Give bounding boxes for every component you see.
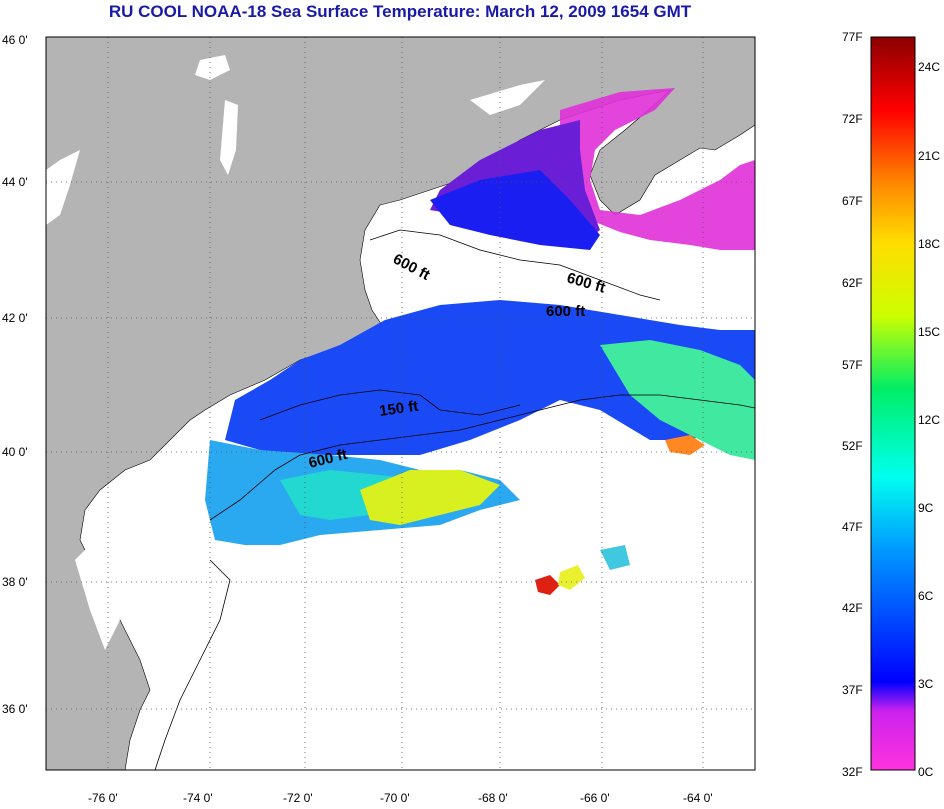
longitude-ticks: -76 0' -74 0' -72 0' -70 0' -68 0' -66 0… xyxy=(88,791,713,805)
colorbar-c-label: 18C xyxy=(918,237,940,251)
colorbar-c-label: 3C xyxy=(918,677,934,691)
lat-tick-label: 44 0' xyxy=(2,175,28,189)
lon-tick-label: -74 0' xyxy=(183,791,213,805)
colorbar-f-label: 77F xyxy=(842,30,863,44)
latitude-ticks: 46 0' 44 0' 42 0' 40 0' 38 0' 36 0' xyxy=(2,33,28,716)
bay xyxy=(75,540,120,650)
lake xyxy=(220,100,238,175)
colorbar-c-label: 12C xyxy=(918,413,940,427)
contour-label: 150 ft xyxy=(378,398,419,420)
colorbar-gradient xyxy=(870,36,916,771)
colorbar-f-label: 42F xyxy=(842,601,863,615)
lake xyxy=(195,55,230,80)
colorbar-f-label: 52F xyxy=(842,439,863,453)
sst-green-east xyxy=(600,340,755,460)
map-title: RU COOL NOAA-18 Sea Surface Temperature:… xyxy=(108,2,692,21)
sst-yellow xyxy=(360,470,500,525)
sst-red-patch xyxy=(535,575,560,595)
colorbar-f-label: 62F xyxy=(842,276,863,290)
contour-600ft-north xyxy=(369,229,661,301)
sst-blue-north xyxy=(430,170,600,250)
sst-yellow-patch xyxy=(558,565,585,590)
colorbar-c-label: 21C xyxy=(918,149,940,163)
colorbar-f-label: 57F xyxy=(842,358,863,372)
lat-tick-label: 40 0' xyxy=(2,445,28,459)
contour-label: 600 ft xyxy=(546,303,585,320)
colorbar-f-label: 37F xyxy=(842,683,863,697)
bay xyxy=(470,80,545,115)
lon-tick-label: -72 0' xyxy=(283,791,313,805)
colorbar-f-label: 72F xyxy=(842,112,863,126)
lon-tick-label: -70 0' xyxy=(380,791,410,805)
bay xyxy=(140,440,215,520)
colorbar-c-label: 6C xyxy=(918,589,934,603)
colorbar-f-label: 32F xyxy=(842,765,863,779)
contour-600ft-south xyxy=(154,559,231,770)
sst-orange xyxy=(665,435,705,455)
lon-tick-label: -66 0' xyxy=(580,791,610,805)
colorbar: 77F 72F 67F 62F 57F 52F 47F 42F 37F 32F … xyxy=(842,30,940,779)
lake xyxy=(46,150,80,225)
lon-tick-label: -68 0' xyxy=(478,791,508,805)
colorbar-c-label: 9C xyxy=(918,501,934,515)
sst-blue-main xyxy=(225,300,755,455)
contour-600ft xyxy=(209,394,755,521)
grid-lines xyxy=(46,37,755,770)
colorbar-f-label: 67F xyxy=(842,194,863,208)
lat-tick-label: 38 0' xyxy=(2,575,28,589)
colorbar-c-label: 0C xyxy=(918,765,934,779)
lon-tick-label: -64 0' xyxy=(683,791,713,805)
colorbar-f-label: 47F xyxy=(842,520,863,534)
lon-tick-label: -76 0' xyxy=(88,791,118,805)
sst-cold-pink xyxy=(560,88,755,250)
lat-tick-label: 46 0' xyxy=(2,33,28,47)
lat-tick-label: 36 0' xyxy=(2,702,28,716)
map-frame xyxy=(45,36,756,771)
lat-tick-label: 42 0' xyxy=(2,311,28,325)
colorbar-c-label: 24C xyxy=(918,60,940,74)
sst-cyan-patch xyxy=(600,545,630,570)
colorbar-c-label: 15C xyxy=(918,325,940,339)
contour-150ft xyxy=(259,389,521,421)
